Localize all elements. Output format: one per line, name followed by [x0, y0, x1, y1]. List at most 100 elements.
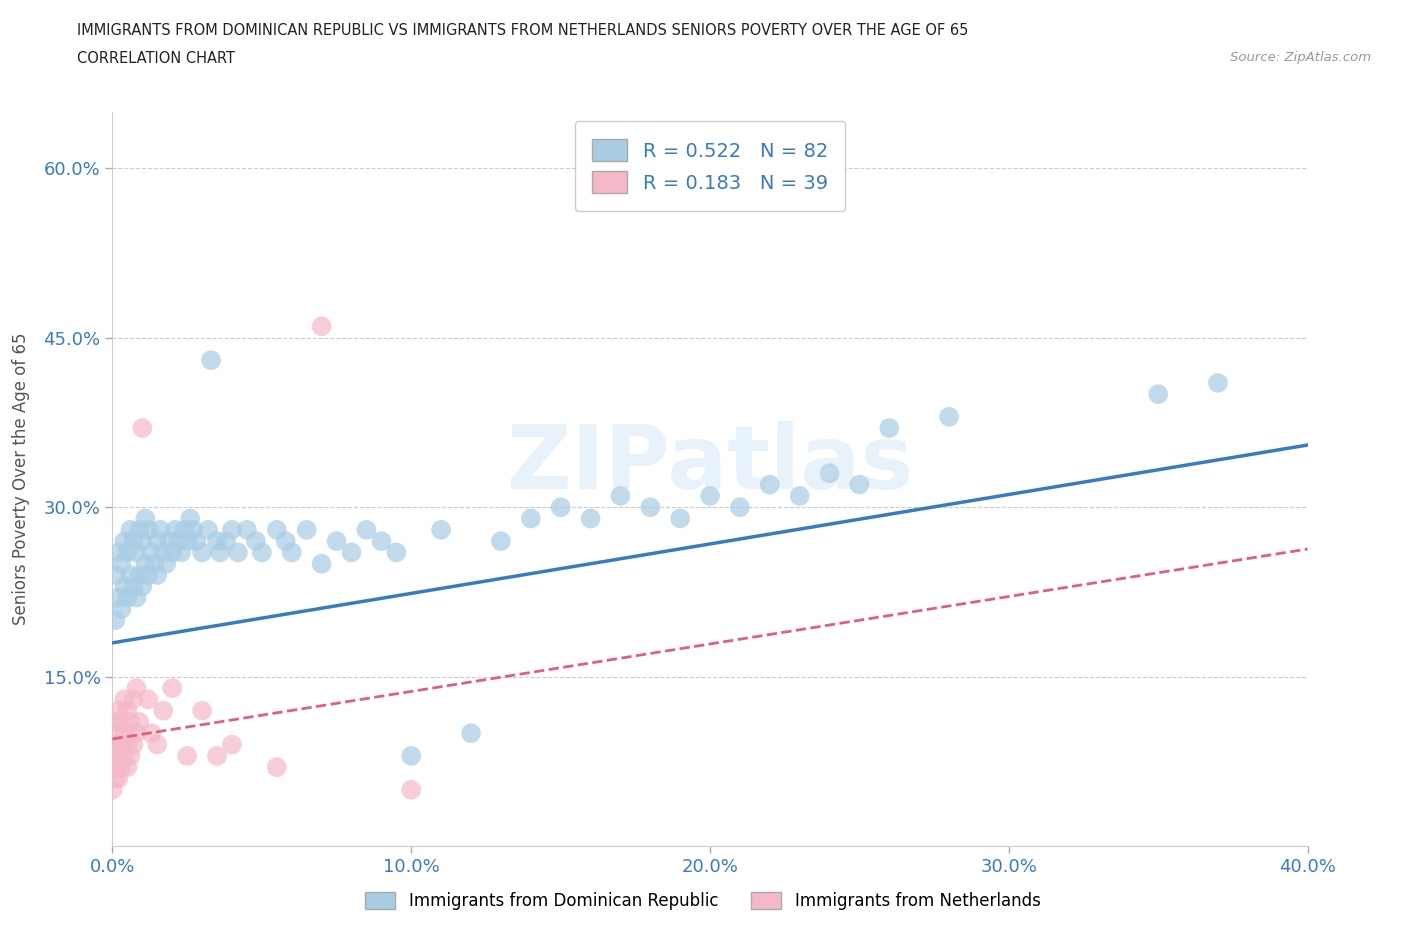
Point [110, 737, 132, 752]
Point [340, 545, 363, 560]
Point [131, 534, 153, 549]
Point [401, 749, 423, 764]
Point [550, 499, 572, 514]
Point [173, 523, 195, 538]
Point [131, 420, 153, 435]
Point [110, 760, 132, 775]
Text: Source: ZipAtlas.com: Source: ZipAtlas.com [1230, 51, 1371, 64]
Text: CORRELATION CHART: CORRELATION CHART [77, 51, 235, 66]
Point [120, 523, 142, 538]
Point [141, 725, 163, 740]
Point [128, 567, 150, 582]
Point [104, 771, 127, 786]
Point [125, 545, 148, 560]
Point [640, 499, 662, 514]
Point [176, 749, 198, 764]
Point [221, 737, 243, 752]
Point [200, 352, 222, 367]
Point [117, 591, 139, 605]
Point [104, 567, 127, 582]
Point [181, 523, 204, 538]
Point [104, 737, 127, 752]
Point [101, 782, 124, 797]
Point [110, 556, 132, 571]
Point [125, 681, 148, 696]
Point [191, 545, 214, 560]
Point [117, 703, 139, 718]
Point [266, 760, 288, 775]
Point [134, 556, 156, 571]
Point [125, 591, 148, 605]
Point [141, 545, 163, 560]
Point [266, 523, 288, 538]
Point [370, 534, 392, 549]
Text: ZIPatlas: ZIPatlas [508, 420, 912, 508]
Point [236, 523, 259, 538]
Point [138, 567, 160, 582]
Point [167, 534, 190, 549]
Point [170, 545, 193, 560]
Point [579, 512, 602, 526]
Point [120, 714, 142, 729]
Point [162, 545, 183, 560]
Point [226, 545, 249, 560]
Point [107, 545, 129, 560]
Point [155, 556, 177, 571]
Y-axis label: Seniors Poverty Over the Age of 65: Seniors Poverty Over the Age of 65 [11, 333, 30, 625]
Point [107, 771, 129, 786]
Point [120, 749, 142, 764]
Point [110, 714, 132, 729]
Point [162, 681, 183, 696]
Point [122, 578, 145, 593]
Point [728, 499, 751, 514]
Point [356, 523, 378, 538]
Point [131, 578, 153, 593]
Point [191, 703, 214, 718]
Point [122, 692, 145, 707]
Point [107, 725, 129, 740]
Point [122, 737, 145, 752]
Point [879, 420, 901, 435]
Point [114, 749, 135, 764]
Point [114, 578, 135, 593]
Point [281, 545, 304, 560]
Text: IMMIGRANTS FROM DOMINICAN REPUBLIC VS IMMIGRANTS FROM NETHERLANDS SENIORS POVERT: IMMIGRANTS FROM DOMINICAN REPUBLIC VS IM… [77, 23, 969, 38]
Point [152, 545, 174, 560]
Point [215, 534, 238, 549]
Point [385, 545, 408, 560]
Point [104, 613, 127, 628]
Legend: Immigrants from Dominican Republic, Immigrants from Netherlands: Immigrants from Dominican Republic, Immi… [359, 885, 1047, 917]
Point [401, 782, 423, 797]
Point [149, 523, 172, 538]
Point [938, 409, 960, 424]
Point [186, 534, 208, 549]
Point [325, 534, 347, 549]
Point [114, 692, 135, 707]
Point [609, 488, 631, 503]
Point [295, 523, 318, 538]
Point [311, 556, 333, 571]
Point [120, 567, 142, 582]
Point [107, 703, 129, 718]
Point [274, 534, 297, 549]
Point [460, 725, 482, 740]
Point [176, 534, 198, 549]
Point [205, 534, 228, 549]
Point [789, 488, 811, 503]
Point [117, 760, 139, 775]
Point [117, 545, 139, 560]
Point [1206, 376, 1229, 391]
Point [157, 534, 180, 549]
Point [110, 602, 132, 617]
Legend: R = 0.522   N = 82, R = 0.183   N = 39: R = 0.522 N = 82, R = 0.183 N = 39 [575, 121, 845, 211]
Point [165, 523, 187, 538]
Point [125, 725, 148, 740]
Point [489, 534, 512, 549]
Point [669, 512, 692, 526]
Point [759, 477, 782, 492]
Point [128, 714, 150, 729]
Point [221, 523, 243, 538]
Point [245, 534, 267, 549]
Point [104, 714, 127, 729]
Point [138, 523, 160, 538]
